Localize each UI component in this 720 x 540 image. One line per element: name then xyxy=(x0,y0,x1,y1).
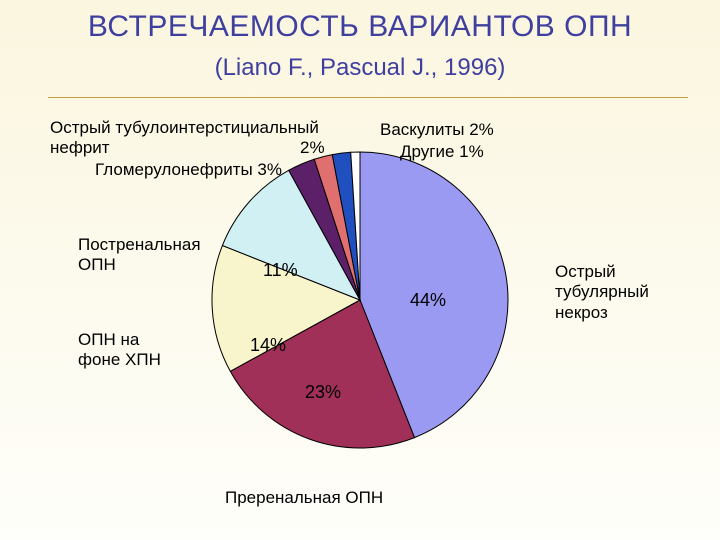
category-label: Преренальная ОПН xyxy=(225,488,383,508)
category-label: Другие 1% xyxy=(400,142,484,162)
category-label: ОПН нафоне ХПН xyxy=(78,330,161,371)
slice-value-label: 11% xyxy=(263,260,298,281)
category-label: Острый тубулоинтерстициальныйнефрит xyxy=(50,118,319,159)
category-label: Васкулиты 2% xyxy=(380,120,494,140)
slide: ВСТРЕЧАЕМОСТЬ ВАРИАНТОВ ОПН (Liano F., P… xyxy=(0,0,720,540)
category-label: Гломерулонефриты 3% xyxy=(95,160,282,180)
divider-line xyxy=(48,97,688,98)
category-label: Острыйтубулярныйнекроз xyxy=(555,262,649,323)
slice-value-label: 23% xyxy=(305,382,341,403)
slice-value-label: 14% xyxy=(250,335,286,356)
category-label: ПостренальнаяОПН xyxy=(78,235,201,276)
pie-chart xyxy=(210,150,510,450)
category-percent: 2% xyxy=(300,138,325,158)
slide-subtitle: (Liano F., Pascual J., 1996) xyxy=(0,54,720,82)
slice-value-label: 44% xyxy=(410,290,446,311)
slide-title: ВСТРЕЧАЕМОСТЬ ВАРИАНТОВ ОПН xyxy=(0,10,720,44)
